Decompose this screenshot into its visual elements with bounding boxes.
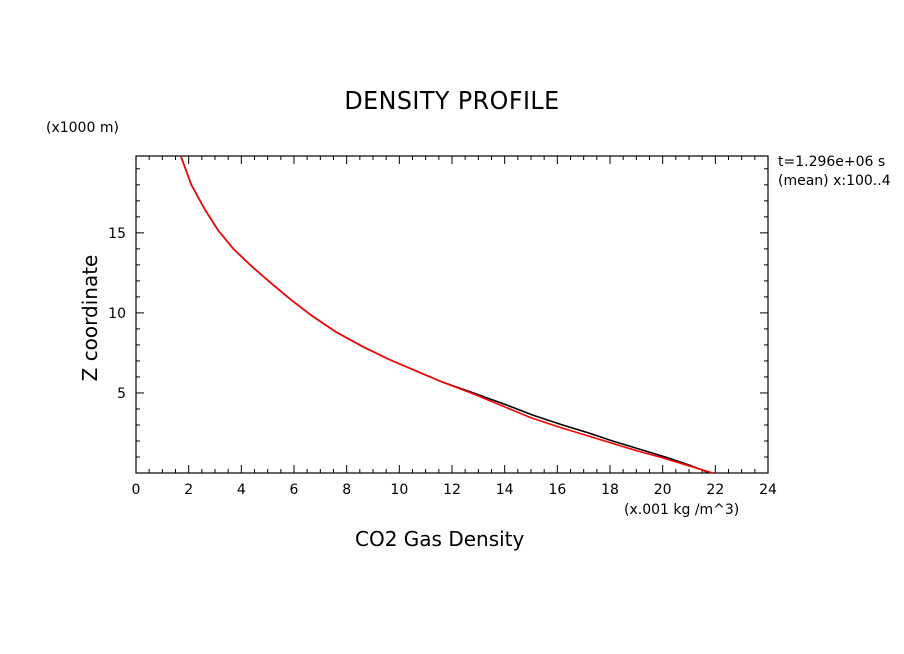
x-tick-label: 22 <box>706 482 724 498</box>
x-tick-label: 0 <box>132 482 141 498</box>
x-tick-label: 10 <box>390 482 408 498</box>
x-tick-label: 8 <box>342 482 351 498</box>
x-tick-label: 4 <box>237 482 246 498</box>
series-lines <box>180 155 713 474</box>
mean-range-info: (mean) x:100..4 <box>778 173 891 189</box>
x-axis-unit: (x.001 kg /m^3) <box>624 502 740 518</box>
x-tick-label: 12 <box>443 482 461 498</box>
x-tick-label: 24 <box>759 482 777 498</box>
y-tick-label: 15 <box>108 226 126 242</box>
x-axis-label: CO2 Gas Density <box>355 527 525 551</box>
plot-frame <box>135 155 769 474</box>
x-tick-label: 18 <box>601 482 619 498</box>
x-tick-label: 16 <box>548 482 566 498</box>
series-line-2 <box>180 155 713 474</box>
time-info: t=1.296e+06 s <box>778 154 886 170</box>
y-tick-label: 5 <box>117 386 126 402</box>
series-line-1 <box>180 155 711 474</box>
x-tick-label: 2 <box>184 482 193 498</box>
x-tick-label: 20 <box>654 482 672 498</box>
y-axis-label: Z coordinate <box>78 254 102 382</box>
chart-title: DENSITY PROFILE <box>344 86 560 115</box>
x-tick-label: 6 <box>290 482 299 498</box>
y-tick-label: 10 <box>108 306 126 322</box>
y-axis-unit: (x1000 m) <box>46 120 119 136</box>
x-tick-label: 14 <box>496 482 514 498</box>
